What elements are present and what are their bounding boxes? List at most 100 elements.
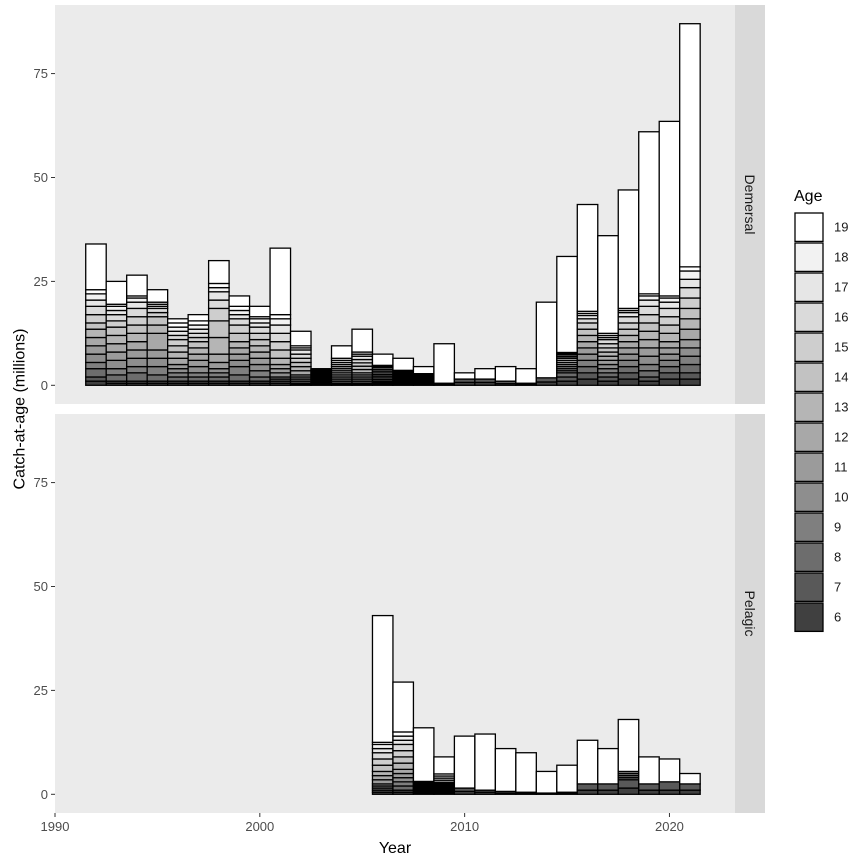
bar-segment-age-12 bbox=[638, 338, 660, 349]
bar-segment-age-16 bbox=[371, 752, 394, 760]
bar-segment-age-11 bbox=[228, 353, 251, 362]
bar-demersal-2011 bbox=[474, 368, 497, 386]
bar-segment-age-12 bbox=[187, 353, 210, 362]
bar-segment-age-18 bbox=[269, 318, 292, 326]
bar-segment-age-15 bbox=[576, 322, 599, 330]
bar-segment-age-19 bbox=[515, 368, 537, 384]
bar-segment-age-14 bbox=[105, 326, 128, 337]
bar-segment-age-13 bbox=[105, 334, 128, 345]
bar-segment-age-10 bbox=[146, 357, 169, 368]
facet-strip-label: Demersal bbox=[742, 175, 758, 235]
bar-pelagic-2021 bbox=[679, 772, 701, 795]
bar-demersal-2004 bbox=[330, 345, 353, 386]
facet-strip bbox=[735, 414, 765, 813]
bar-segment-age-19 bbox=[494, 747, 517, 793]
bar-pelagic-2017 bbox=[597, 747, 619, 795]
bar-segment-age-9 bbox=[576, 359, 599, 368]
legend-item-age-14: 14 bbox=[794, 362, 848, 393]
bar-segment-age-12 bbox=[105, 343, 128, 353]
bar-segment-age-7 bbox=[576, 783, 599, 791]
bar-segment-age-14 bbox=[638, 322, 660, 332]
bar-demersal-2001 bbox=[269, 247, 292, 386]
legend-label: 9 bbox=[834, 520, 841, 535]
bar-segment-age-19 bbox=[269, 247, 292, 316]
bar-segment-age-11 bbox=[679, 338, 701, 349]
y-tick-label: 75 bbox=[34, 66, 48, 81]
legend-title: Age bbox=[794, 188, 823, 205]
bar-demersal-1992 bbox=[85, 243, 107, 386]
bar-segment-age-19 bbox=[597, 747, 619, 785]
bar-segment-age-13 bbox=[207, 336, 230, 355]
bar-segment-age-19 bbox=[474, 733, 497, 791]
bar-segment-age-12 bbox=[658, 341, 681, 349]
legend-swatch bbox=[794, 512, 824, 543]
bar-segment-age-10 bbox=[85, 353, 107, 364]
bar-segment-age-19 bbox=[576, 739, 599, 785]
bar-segment-age-19 bbox=[412, 365, 435, 375]
bar-demersal-2017 bbox=[597, 235, 619, 386]
legend-label: 13 bbox=[834, 400, 848, 415]
legend-swatch bbox=[794, 422, 824, 453]
bar-segment-age-7 bbox=[576, 372, 599, 380]
facet-panels: Demersal 0 25 50 75 Pelagic 0 25 50 75 bbox=[34, 5, 765, 813]
bar-segment-age-9 bbox=[228, 365, 251, 376]
legend-swatch bbox=[794, 602, 824, 633]
legend: Age 19 18 17 16 15 14 13 12 11 10 9 8 7 6 bbox=[794, 188, 848, 633]
bar-segment-age-10 bbox=[679, 347, 701, 357]
bar-segment-age-17 bbox=[679, 278, 701, 289]
bar-pelagic-2009 bbox=[433, 756, 456, 795]
bar-segment-age-19 bbox=[228, 295, 251, 307]
bar-segment-age-9 bbox=[617, 359, 640, 368]
bar-segment-age-14 bbox=[248, 338, 271, 347]
bar-segment-age-17 bbox=[126, 301, 148, 310]
bar-demersal-1995 bbox=[146, 289, 169, 386]
legend-item-age-18: 18 bbox=[794, 242, 848, 273]
bar-segment-age-13 bbox=[146, 324, 169, 334]
bar-segment-age-9 bbox=[638, 363, 660, 372]
legend-item-age-9: 9 bbox=[794, 512, 841, 543]
legend-swatch bbox=[794, 242, 824, 273]
legend-item-age-11: 11 bbox=[794, 452, 848, 483]
bar-pelagic-2011 bbox=[474, 733, 497, 795]
bar-demersal-2010 bbox=[453, 372, 476, 386]
bar-segment-age-11 bbox=[658, 347, 681, 355]
bar-segment-age-17 bbox=[207, 291, 230, 301]
bar-segment-age-13 bbox=[638, 330, 660, 341]
bar-segment-age-8 bbox=[228, 374, 251, 382]
legend-label: 8 bbox=[834, 550, 841, 565]
legend-swatch bbox=[794, 572, 824, 603]
bar-pelagic-2016 bbox=[576, 739, 599, 795]
bar-segment-age-12 bbox=[576, 341, 599, 349]
legend-label: 15 bbox=[834, 340, 848, 355]
bar-segment-age-19 bbox=[453, 372, 476, 380]
bar-segment-age-19 bbox=[679, 23, 701, 268]
bar-demersal-2009 bbox=[433, 343, 456, 386]
bar-segment-age-11 bbox=[248, 357, 271, 366]
bar-segment-age-10 bbox=[658, 353, 681, 362]
bar-segment-age-18 bbox=[85, 293, 107, 301]
bar-segment-age-13 bbox=[576, 334, 599, 343]
bar-segment-age-12 bbox=[207, 353, 230, 364]
bar-segment-age-17 bbox=[658, 301, 681, 310]
x-tick-label: 2010 bbox=[450, 819, 479, 834]
bar-segment-age-18 bbox=[679, 270, 701, 280]
bar-segment-age-14 bbox=[392, 756, 415, 764]
bar-segment-age-9 bbox=[248, 370, 271, 378]
bar-segment-age-16 bbox=[617, 316, 640, 324]
bar-segment-age-13 bbox=[187, 347, 210, 355]
bar-segment-age-11 bbox=[85, 345, 107, 355]
bar-segment-age-9 bbox=[658, 359, 681, 368]
bar-segment-age-10 bbox=[126, 357, 148, 368]
legend-item-age-13: 13 bbox=[794, 392, 848, 423]
bar-demersal-1999 bbox=[228, 295, 251, 386]
bar-segment-age-8 bbox=[658, 365, 681, 374]
bar-segment-age-11 bbox=[187, 359, 210, 368]
bar-segment-age-14 bbox=[576, 328, 599, 337]
bar-segment-age-19 bbox=[658, 120, 681, 297]
bar-segment-age-19 bbox=[453, 735, 476, 789]
bar-segment-age-19 bbox=[617, 189, 640, 310]
bar-segment-age-11 bbox=[576, 347, 599, 355]
bar-segment-age-14 bbox=[85, 322, 107, 330]
bar-segment-age-12 bbox=[248, 351, 271, 359]
x-axis: 1990 2000 2010 2020 bbox=[41, 813, 684, 834]
